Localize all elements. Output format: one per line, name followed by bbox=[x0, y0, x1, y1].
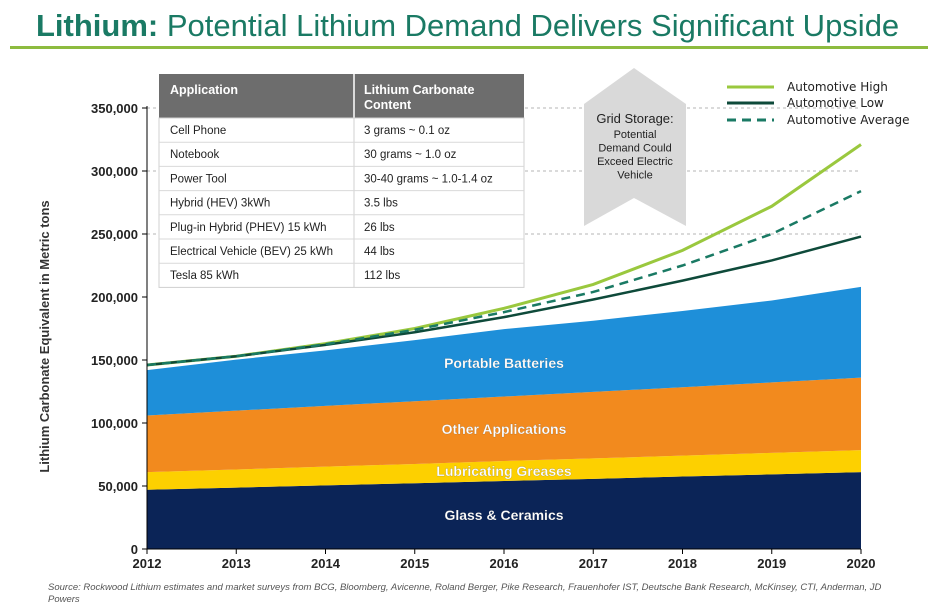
area-portable-batteries bbox=[147, 286, 861, 416]
y-tick-label-100000: 100,000 bbox=[91, 416, 138, 431]
grid-storage-callout-title: Grid Storage: bbox=[596, 111, 673, 126]
series-label-lubricating-greases: Lubricating Greases bbox=[436, 463, 572, 479]
legend-label-automotive-high: Automotive High bbox=[787, 80, 888, 94]
series-label-portable-batteries: Portable Batteries bbox=[444, 355, 564, 371]
title-rule bbox=[10, 46, 928, 49]
source-footnote: Source: Rockwood Lithium estimates and m… bbox=[48, 582, 882, 605]
title-bold: Lithium: bbox=[36, 8, 159, 43]
y-tick-label-300000: 300,000 bbox=[91, 164, 138, 179]
x-tick-label-2014: 2014 bbox=[311, 556, 341, 571]
area-lubricating-greases bbox=[147, 450, 861, 490]
inset-table-header-content-line2: Content bbox=[364, 98, 412, 112]
y-axis-title: Lithium Carbonate Equivalent in Metric t… bbox=[37, 200, 52, 472]
inset-table-cell-content: 3 grams ~ 0.1 oz bbox=[364, 125, 450, 137]
legend-label-automotive-average: Automotive Average bbox=[787, 113, 910, 127]
x-tick-label-2020: 2020 bbox=[847, 556, 876, 571]
page-title: Lithium: Potential Lithium Demand Delive… bbox=[36, 8, 899, 44]
grid-storage-callout-line-1: Potential bbox=[614, 129, 657, 141]
y-tick-label-0: 0 bbox=[131, 542, 138, 557]
title-bar: Lithium: Potential Lithium Demand Delive… bbox=[24, 4, 924, 48]
grid-storage-callout-line-3: Exceed Electric bbox=[597, 156, 673, 168]
inset-table-cell-content: 3.5 lbs bbox=[364, 198, 398, 210]
x-tick-label-2016: 2016 bbox=[490, 556, 519, 571]
inset-table-cell-content: 26 lbs bbox=[364, 222, 395, 234]
inset-table-header-content-line1: Lithium Carbonate bbox=[364, 83, 474, 97]
area-glass-ceramics bbox=[147, 472, 861, 549]
grid-storage-callout-shape bbox=[584, 68, 686, 226]
chart: Glass & Ceramics Lubricating Greases Other… bbox=[37, 68, 910, 571]
grid-storage-callout-line-4: Vehicle bbox=[617, 170, 652, 182]
title-rest: Potential Lithium Demand Delivers Signif… bbox=[166, 8, 900, 43]
x-tick-label-2019: 2019 bbox=[757, 556, 786, 571]
inset-table-cell-application: Hybrid (HEV) 3kWh bbox=[170, 198, 270, 210]
legend-label-automotive-low: Automotive Low bbox=[787, 96, 884, 110]
y-tick-label-350000: 350,000 bbox=[91, 101, 138, 116]
line-automotive-average bbox=[146, 190, 862, 367]
inset-table-cell-application: Notebook bbox=[170, 149, 219, 161]
x-tick-label-2012: 2012 bbox=[133, 556, 162, 571]
y-tick-label-200000: 200,000 bbox=[91, 290, 138, 305]
x-tick-label-2013: 2013 bbox=[222, 556, 251, 571]
area-other-applications bbox=[147, 377, 861, 473]
series-label-glass-ceramics: Glass & Ceramics bbox=[444, 507, 563, 523]
inset-table-header-application: Application bbox=[170, 83, 238, 97]
y-tick-label-150000: 150,000 bbox=[91, 353, 138, 368]
inset-table-cell-application: Cell Phone bbox=[170, 125, 226, 137]
inset-table-cell-application: Plug-in Hybrid (PHEV) 15 kWh bbox=[170, 222, 327, 234]
series-label-other-applications: Other Applications bbox=[442, 421, 567, 437]
x-tick-label-2017: 2017 bbox=[579, 556, 608, 571]
inset-table-cell-application: Electrical Vehicle (BEV) 25 kWh bbox=[170, 246, 333, 258]
grid-storage-callout-line-2: Demand Could bbox=[598, 143, 671, 155]
inset-table-cell-content: 30-40 grams ~ 1.0-1.4 oz bbox=[364, 173, 493, 185]
inset-table-header-bg bbox=[159, 74, 524, 118]
inset-table-cell-content: 44 lbs bbox=[364, 246, 395, 258]
line-automotive-low bbox=[146, 235, 862, 367]
x-tick-label-2018: 2018 bbox=[668, 556, 697, 571]
inset-table-cell-application: Tesla 85 kWh bbox=[170, 270, 239, 282]
x-tick-label-2015: 2015 bbox=[400, 556, 429, 571]
y-tick-label-50000: 50,000 bbox=[98, 479, 138, 494]
inset-table-body-bg bbox=[158, 117, 525, 288]
inset-table-cell-application: Power Tool bbox=[170, 173, 227, 185]
inset-table-cell-content: 30 grams ~ 1.0 oz bbox=[364, 149, 457, 161]
inset-table-cell-content: 112 lbs bbox=[364, 270, 400, 282]
y-tick-label-250000: 250,000 bbox=[91, 227, 138, 242]
